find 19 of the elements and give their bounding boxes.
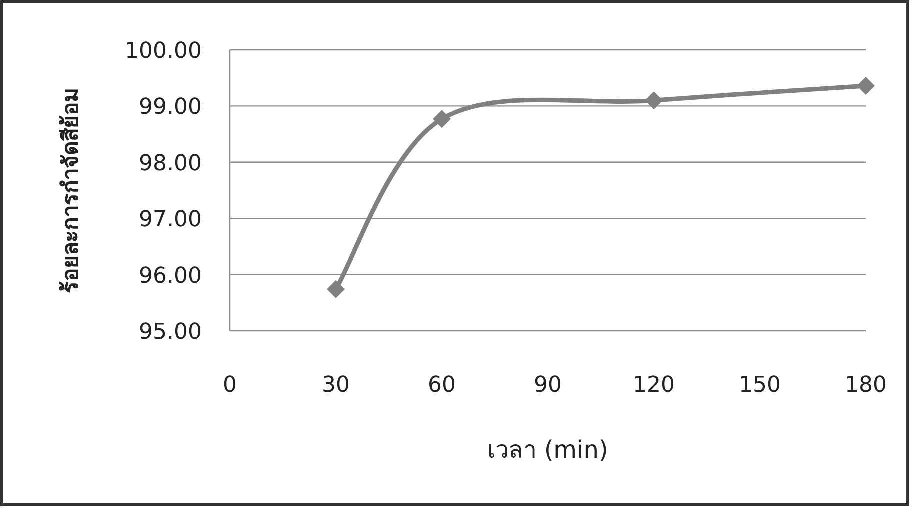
x-tick-label: 90 <box>534 373 562 398</box>
y-tick-label: 98.00 <box>139 151 202 176</box>
point <box>645 92 663 110</box>
y-tick-label: 100.00 <box>125 39 202 64</box>
x-axis-title: เวลา (min) <box>488 436 608 464</box>
y-tick-label: 99.00 <box>139 95 202 120</box>
point <box>433 110 451 128</box>
y-tick-label: 95.00 <box>139 320 202 345</box>
y-tick-label: 97.00 <box>139 208 202 233</box>
x-tick-label: 150 <box>739 373 781 398</box>
x-tick-label: 30 <box>322 373 350 398</box>
x-tick-label: 60 <box>428 373 456 398</box>
point <box>327 280 345 298</box>
x-tick-label: 180 <box>845 373 887 398</box>
x-tick-label: 120 <box>633 373 675 398</box>
y-tick-label: 96.00 <box>139 264 202 289</box>
point <box>857 76 875 95</box>
y-axis-title: ร้อยละการกำจัดสีย้อม <box>59 88 84 294</box>
x-tick-label: 0 <box>223 373 237 398</box>
